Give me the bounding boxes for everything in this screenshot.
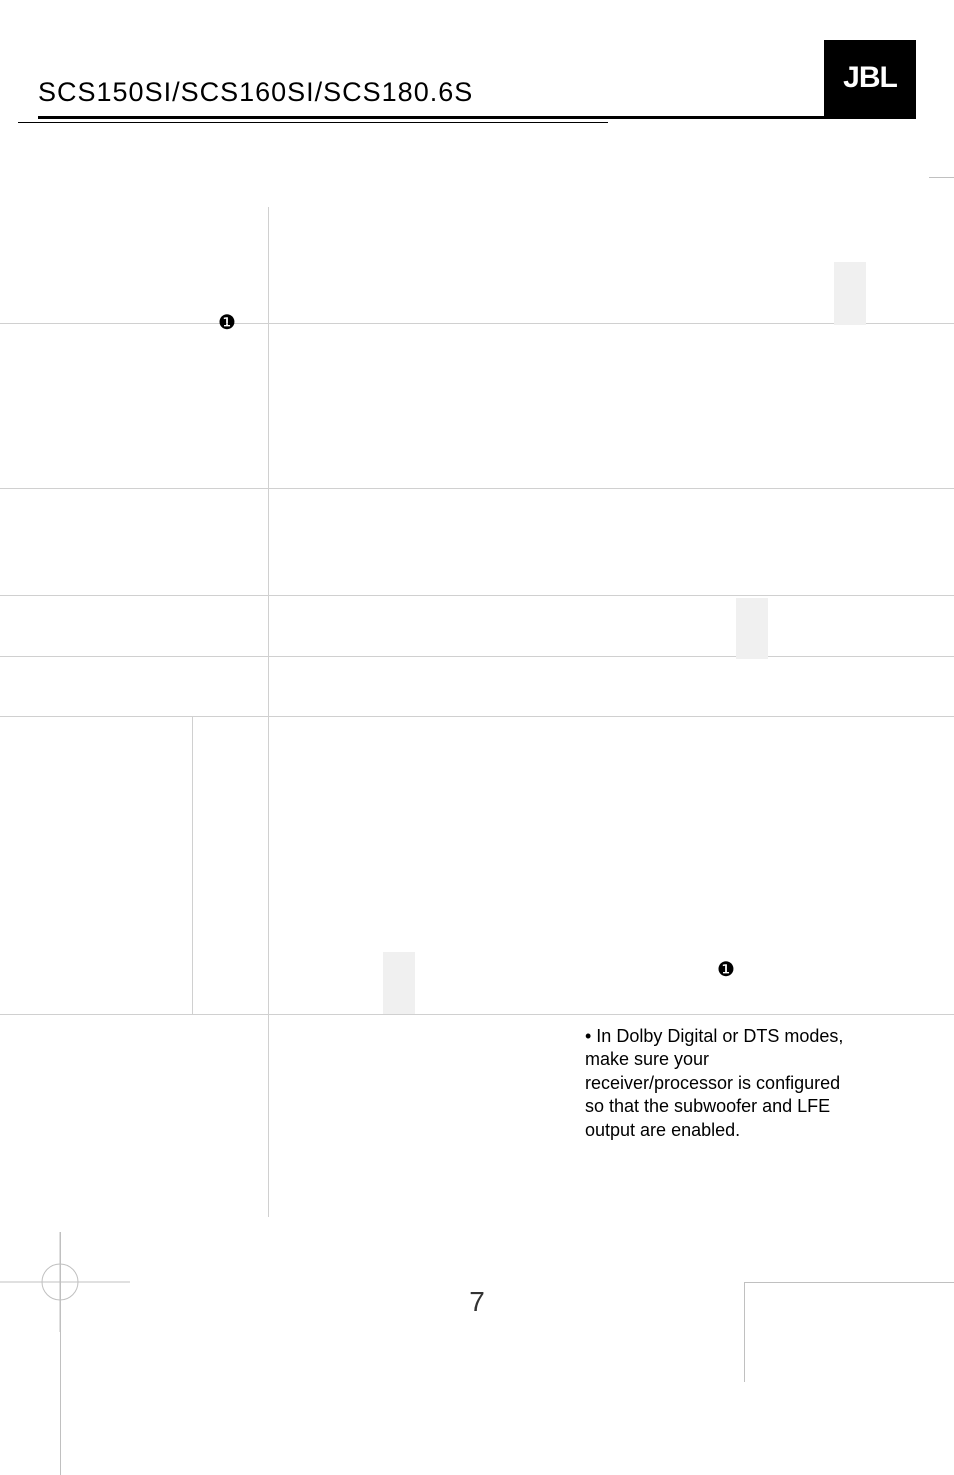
- table-cell: [0, 717, 193, 1014]
- table-cell: [269, 433, 954, 488]
- page-number: 7: [469, 1286, 485, 1318]
- table-cell: [0, 489, 269, 595]
- page-header: SCS150SI/SCS160SI/SCS180.6S JBL: [38, 40, 916, 119]
- table-row: [0, 324, 954, 433]
- brand-logo: JBL: [824, 40, 916, 116]
- table-cell: • In Dolby Digital or DTS modes, make su…: [577, 1015, 954, 1217]
- table-cell: [269, 324, 954, 433]
- table-cell: [269, 596, 954, 656]
- table-cell: [0, 433, 269, 488]
- table-row: ❶: [0, 207, 954, 324]
- table-cell: [0, 324, 269, 433]
- brand-logo-text: JBL: [843, 61, 897, 95]
- table-cell: [269, 657, 954, 716]
- header-title: SCS150SI/SCS160SI/SCS180.6S: [38, 77, 473, 108]
- content-table: ❶ ❶ • In Dolby Digital or DTS mo: [0, 207, 954, 1217]
- instruction-text: • In Dolby Digital or DTS modes, make su…: [585, 1025, 855, 1142]
- crop-mark: [744, 1282, 954, 1283]
- secondary-divider: [18, 122, 608, 123]
- table-cell: ❶: [0, 207, 269, 323]
- gray-block: [834, 262, 866, 325]
- table-row: [0, 433, 954, 489]
- table-cell: [269, 489, 954, 595]
- reference-marker-icon: ❶: [218, 310, 236, 335]
- table-row: ❶: [0, 717, 954, 1015]
- table-row: • In Dolby Digital or DTS modes, make su…: [0, 1015, 954, 1217]
- table-cell: ❶: [269, 717, 954, 1014]
- gray-block: [383, 952, 415, 1014]
- registration-mark-icon: [0, 1232, 130, 1332]
- table-row: [0, 489, 954, 596]
- table-cell: [193, 717, 269, 1014]
- table-row: [0, 596, 954, 657]
- table-row: [0, 657, 954, 717]
- table-cell: [0, 1015, 269, 1217]
- crop-mark: [60, 1232, 61, 1475]
- table-cell: [0, 596, 269, 656]
- crop-mark: [744, 1282, 745, 1382]
- table-cell: [269, 1015, 577, 1217]
- reference-marker-icon: ❶: [717, 957, 735, 982]
- crop-mark: [929, 177, 954, 178]
- gray-block: [736, 598, 768, 659]
- table-cell: [0, 657, 269, 716]
